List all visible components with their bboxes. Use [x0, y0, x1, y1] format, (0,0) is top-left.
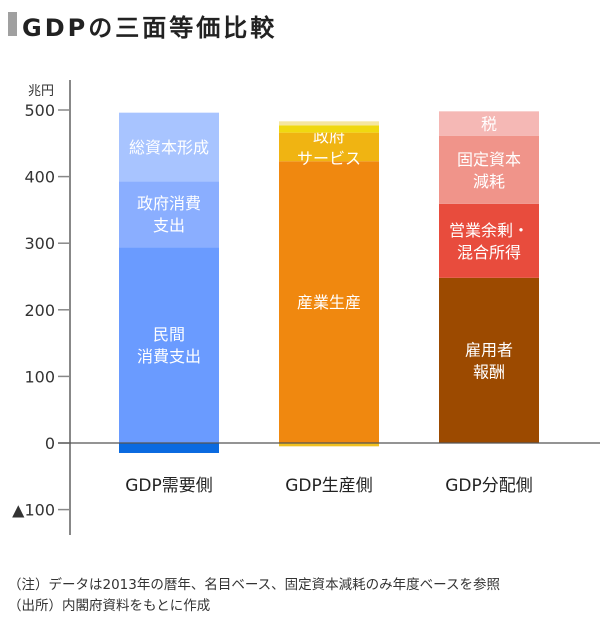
bar-segment: [279, 443, 379, 447]
y-tick-label: ▲100: [12, 501, 55, 520]
bar-segment: [119, 112, 219, 182]
segment-label: 固定資本減耗: [457, 150, 521, 191]
bar-segment: [439, 203, 539, 278]
bar-segment: [279, 125, 379, 133]
segment-label: 営業余剰・混合所得: [449, 221, 529, 262]
bar-segment: [439, 135, 539, 204]
y-tick-label: 300: [24, 234, 55, 253]
y-tick-label: 500: [24, 101, 55, 120]
bar-segment: [279, 121, 379, 126]
category-label: GDP生産側: [285, 476, 373, 496]
segment-label: 総資本形成: [129, 138, 209, 157]
bar-segment: [119, 247, 219, 443]
bar-segment: [119, 181, 219, 248]
category-label: GDP需要側: [125, 476, 213, 496]
bar-segment: [279, 161, 379, 444]
y-axis-unit: 兆円: [28, 84, 54, 99]
y-tick-label: 200: [24, 301, 55, 320]
category-label: GDP分配側: [445, 476, 533, 496]
segment-label: 税: [481, 115, 497, 134]
y-tick-label: 100: [24, 367, 55, 386]
source-note: （出所）内閣府資料をもとに作成: [8, 598, 211, 614]
segment-label: 雇用者報酬: [465, 340, 513, 381]
footnote: （注）データは2013年の暦年、名目ベース、固定資本減耗のみ年度ベースを参照: [8, 577, 501, 593]
title-marker: [8, 12, 17, 36]
bar-segment: [439, 111, 539, 136]
segment-label: 政府消費支出: [137, 194, 201, 235]
bar-segment: [119, 443, 219, 453]
y-tick-label: 0: [45, 434, 55, 453]
bar-segment: [279, 132, 379, 162]
segment-label: 民間消費支出: [137, 325, 201, 366]
bar-segment: [439, 277, 539, 443]
segment-label: 産業生産: [297, 293, 361, 312]
chart-title: GDPの三面等価比較: [22, 14, 278, 42]
y-tick-label: 400: [24, 168, 55, 187]
